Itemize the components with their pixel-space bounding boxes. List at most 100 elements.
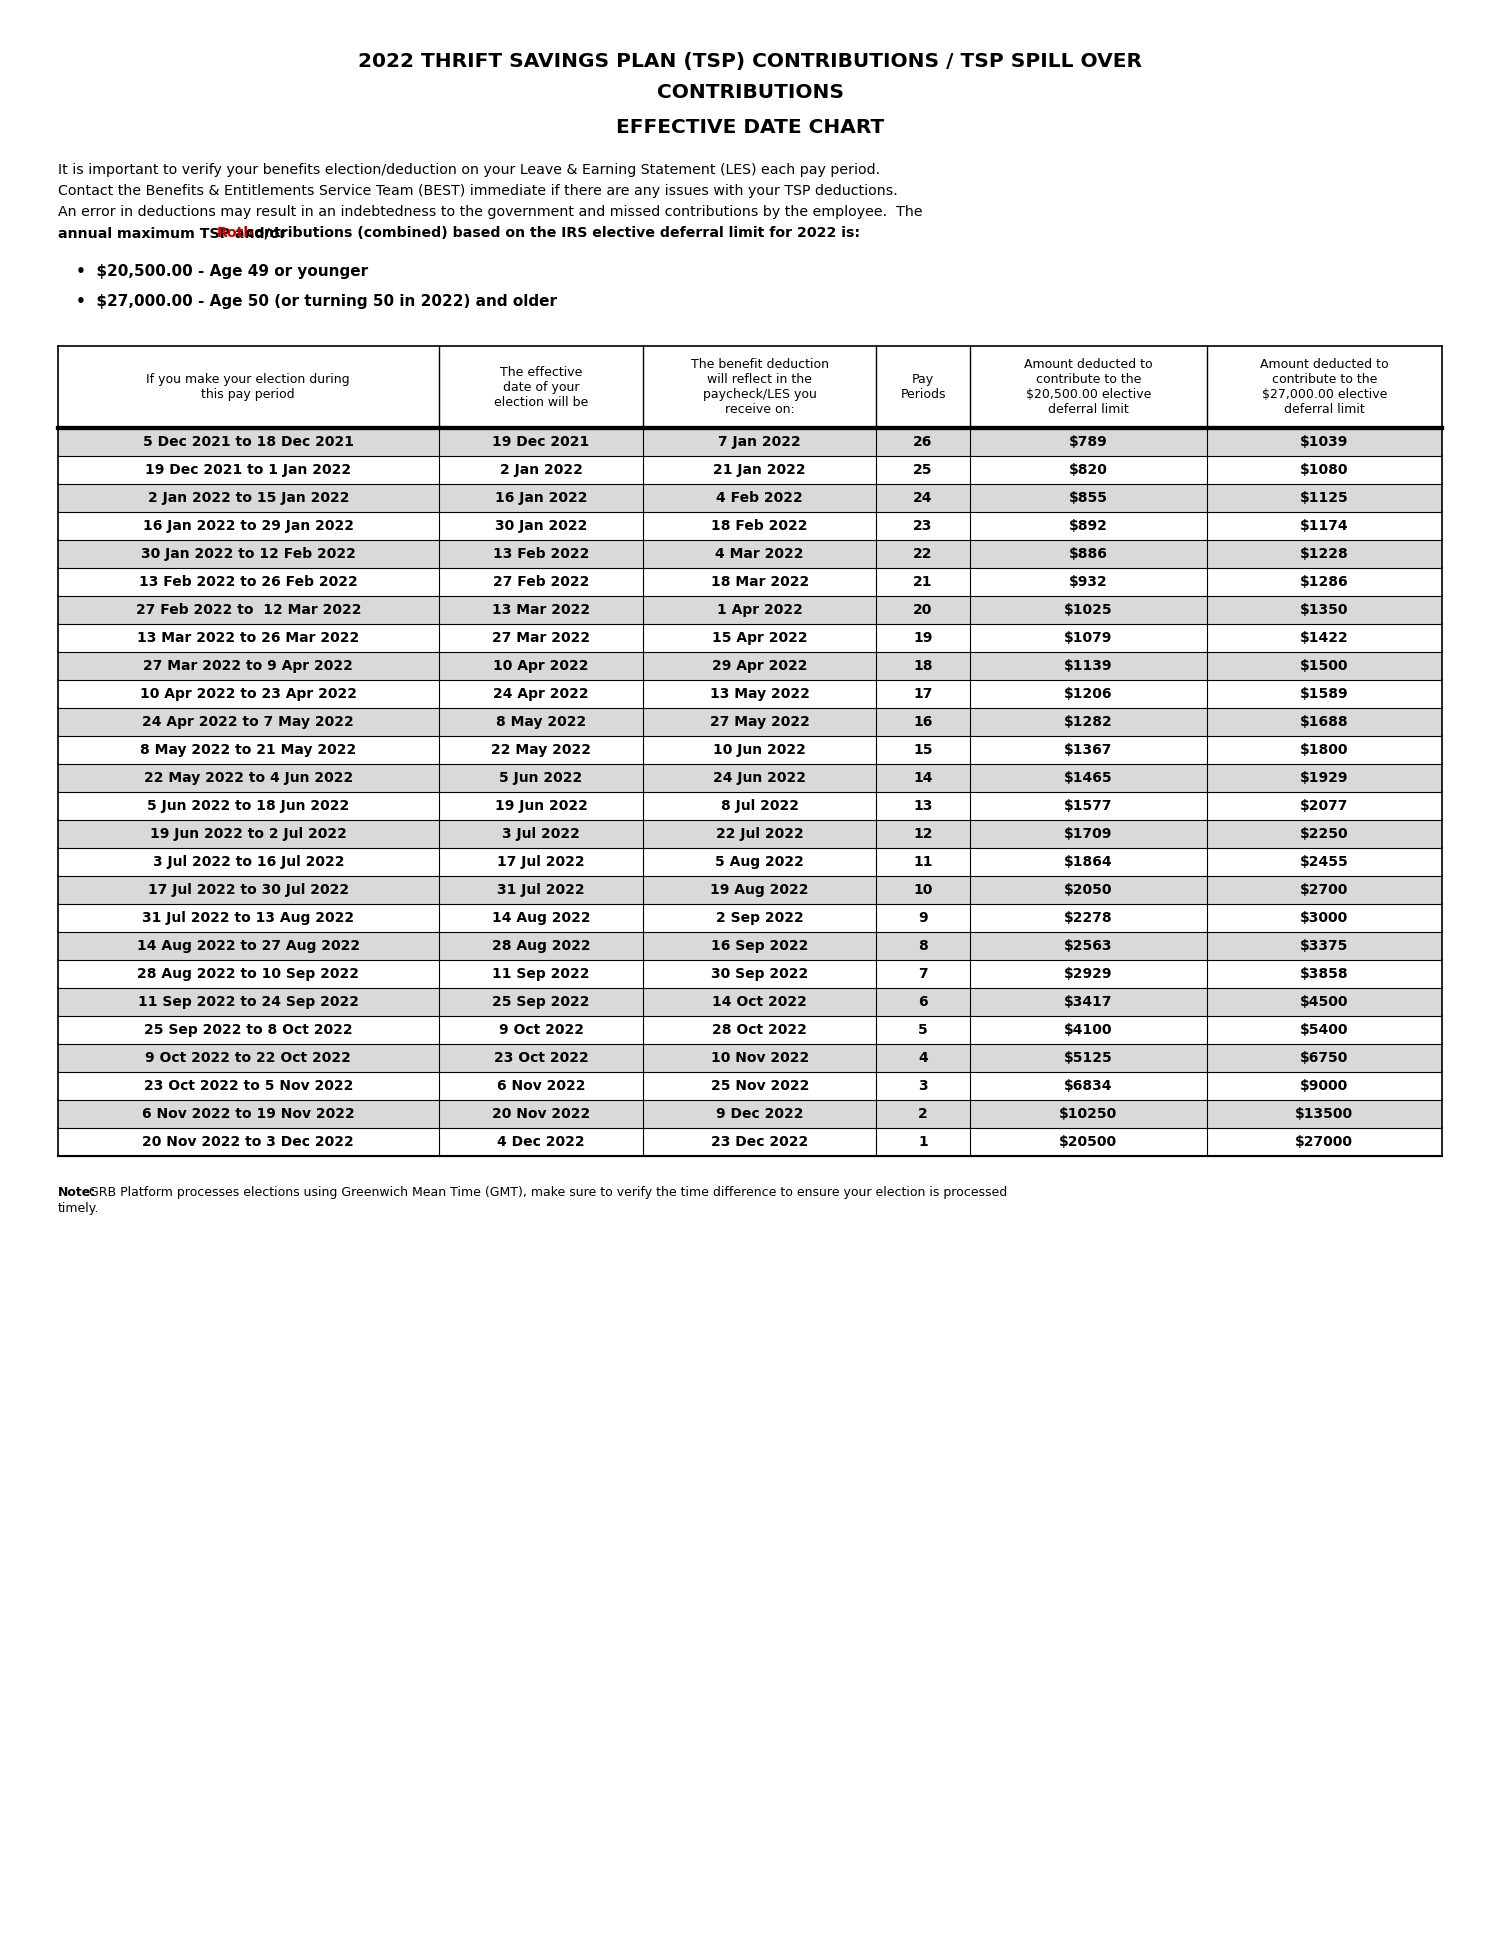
Text: $789: $789 [1070,435,1108,449]
Text: $1589: $1589 [1300,687,1348,701]
Text: 5 Dec 2021 to 18 Dec 2021: 5 Dec 2021 to 18 Dec 2021 [142,435,354,449]
Bar [58,1016,1442,1045]
Text: $855: $855 [1070,491,1108,505]
Bar [58,1099,1442,1128]
Text: 4 Dec 2022: 4 Dec 2022 [496,1134,585,1150]
Text: 2 Jan 2022: 2 Jan 2022 [500,462,582,478]
Text: timely.: timely. [58,1202,99,1216]
Text: $2250: $2250 [1300,827,1348,841]
Text: 6 Nov 2022: 6 Nov 2022 [496,1080,585,1093]
Text: 6: 6 [918,994,928,1010]
Bar [58,623,1442,653]
Text: $1174: $1174 [1300,519,1348,532]
Text: 11: 11 [914,854,933,868]
Text: $1080: $1080 [1300,462,1348,478]
Bar [58,1128,1442,1155]
Text: CONTRIBUTIONS: CONTRIBUTIONS [657,84,843,103]
Text: $1039: $1039 [1300,435,1348,449]
Text: $5400: $5400 [1300,1023,1348,1037]
Text: $1500: $1500 [1300,658,1348,674]
Text: 18: 18 [914,658,933,674]
Bar [58,596,1442,623]
Bar [58,792,1442,820]
Bar [58,849,1442,876]
Text: 9 Oct 2022: 9 Oct 2022 [498,1023,584,1037]
Text: 4 Mar 2022: 4 Mar 2022 [716,548,804,561]
Text: 2 Sep 2022: 2 Sep 2022 [716,911,804,924]
Text: 24 Apr 2022: 24 Apr 2022 [494,687,590,701]
Text: $10250: $10250 [1059,1107,1118,1121]
Text: contributions (combined) based on the IRS elective deferral limit for 2022 is:: contributions (combined) based on the IR… [242,225,859,241]
Text: $4100: $4100 [1064,1023,1113,1037]
Text: $3858: $3858 [1300,967,1348,981]
Text: 2022 THRIFT SAVINGS PLAN (TSP) CONTRIBUTIONS / TSP SPILL OVER: 2022 THRIFT SAVINGS PLAN (TSP) CONTRIBUT… [358,52,1142,72]
Bar [58,653,1442,680]
Text: •  $27,000.00 - Age 50 (or turning 50 in 2022) and older: • $27,000.00 - Age 50 (or turning 50 in … [76,293,556,309]
Text: 24 Jun 2022: 24 Jun 2022 [712,771,806,785]
Text: 2 Jan 2022 to 15 Jan 2022: 2 Jan 2022 to 15 Jan 2022 [147,491,350,505]
Text: $2455: $2455 [1300,854,1348,868]
Text: 23: 23 [914,519,933,532]
Text: 10 Apr 2022 to 23 Apr 2022: 10 Apr 2022 to 23 Apr 2022 [140,687,357,701]
Text: $932: $932 [1070,575,1108,588]
Bar [58,932,1442,959]
Bar [58,456,1442,484]
Text: 23 Dec 2022: 23 Dec 2022 [711,1134,809,1150]
Text: 21: 21 [914,575,933,588]
Text: 21 Jan 2022: 21 Jan 2022 [714,462,806,478]
Bar [58,959,1442,988]
Bar [58,709,1442,736]
Text: 23 Oct 2022: 23 Oct 2022 [494,1051,588,1064]
Text: 19 Jun 2022: 19 Jun 2022 [495,798,588,814]
Text: 5: 5 [918,1023,928,1037]
Text: 20 Nov 2022: 20 Nov 2022 [492,1107,590,1121]
Text: An error in deductions may result in an indebtedness to the government and misse: An error in deductions may result in an … [58,206,922,219]
Text: $3000: $3000 [1300,911,1348,924]
Text: 28 Oct 2022: 28 Oct 2022 [712,1023,807,1037]
Text: $1350: $1350 [1300,604,1348,618]
Text: 25 Sep 2022 to 8 Oct 2022: 25 Sep 2022 to 8 Oct 2022 [144,1023,352,1037]
Text: 10: 10 [914,884,933,897]
Text: 27 Feb 2022 to  12 Mar 2022: 27 Feb 2022 to 12 Mar 2022 [135,604,362,618]
Text: 12: 12 [914,827,933,841]
Text: $1465: $1465 [1064,771,1113,785]
Text: GRB Platform processes elections using Greenwich Mean Time (GMT), make sure to v: GRB Platform processes elections using G… [86,1187,1008,1198]
Text: 20 Nov 2022 to 3 Dec 2022: 20 Nov 2022 to 3 Dec 2022 [142,1134,354,1150]
Text: 19 Jun 2022 to 2 Jul 2022: 19 Jun 2022 to 2 Jul 2022 [150,827,346,841]
Text: 30 Jan 2022: 30 Jan 2022 [495,519,586,532]
Text: 13 Feb 2022 to 26 Feb 2022: 13 Feb 2022 to 26 Feb 2022 [140,575,357,588]
Text: $27000: $27000 [1296,1134,1353,1150]
Text: Note:: Note: [58,1187,96,1198]
Text: 18 Mar 2022: 18 Mar 2022 [711,575,809,588]
Bar [58,876,1442,903]
Text: 16 Jan 2022 to 29 Jan 2022: 16 Jan 2022 to 29 Jan 2022 [142,519,354,532]
Text: 14 Aug 2022 to 27 Aug 2022: 14 Aug 2022 to 27 Aug 2022 [136,940,360,954]
Text: $6834: $6834 [1064,1080,1113,1093]
Text: 27 May 2022: 27 May 2022 [710,715,810,728]
Text: $1025: $1025 [1064,604,1113,618]
Text: 26: 26 [914,435,933,449]
Text: $20500: $20500 [1059,1134,1118,1150]
Text: $1125: $1125 [1300,491,1348,505]
Text: $6750: $6750 [1300,1051,1348,1064]
Text: 23 Oct 2022 to 5 Nov 2022: 23 Oct 2022 to 5 Nov 2022 [144,1080,352,1093]
Text: Amount deducted to
contribute to the
$20,500.00 elective
deferral limit: Amount deducted to contribute to the $20… [1024,357,1152,416]
Text: 31 Jul 2022 to 13 Aug 2022: 31 Jul 2022 to 13 Aug 2022 [142,911,354,924]
Text: 22 Jul 2022: 22 Jul 2022 [716,827,804,841]
Bar [58,1045,1442,1072]
Text: 27 Mar 2022 to 9 Apr 2022: 27 Mar 2022 to 9 Apr 2022 [144,658,352,674]
Text: 19 Dec 2021 to 1 Jan 2022: 19 Dec 2021 to 1 Jan 2022 [146,462,351,478]
Text: 20: 20 [914,604,933,618]
Text: 14 Oct 2022: 14 Oct 2022 [712,994,807,1010]
Text: $1282: $1282 [1064,715,1113,728]
Text: $2077: $2077 [1300,798,1348,814]
Text: 5 Aug 2022: 5 Aug 2022 [716,854,804,868]
Text: 19 Aug 2022: 19 Aug 2022 [711,884,809,897]
Text: $886: $886 [1070,548,1108,561]
Text: 15: 15 [914,744,933,757]
Bar [58,540,1442,567]
Text: 7 Jan 2022: 7 Jan 2022 [718,435,801,449]
Text: 3 Jul 2022 to 16 Jul 2022: 3 Jul 2022 to 16 Jul 2022 [153,854,344,868]
Text: 17 Jul 2022 to 30 Jul 2022: 17 Jul 2022 to 30 Jul 2022 [147,884,350,897]
Text: 8 Jul 2022: 8 Jul 2022 [720,798,798,814]
